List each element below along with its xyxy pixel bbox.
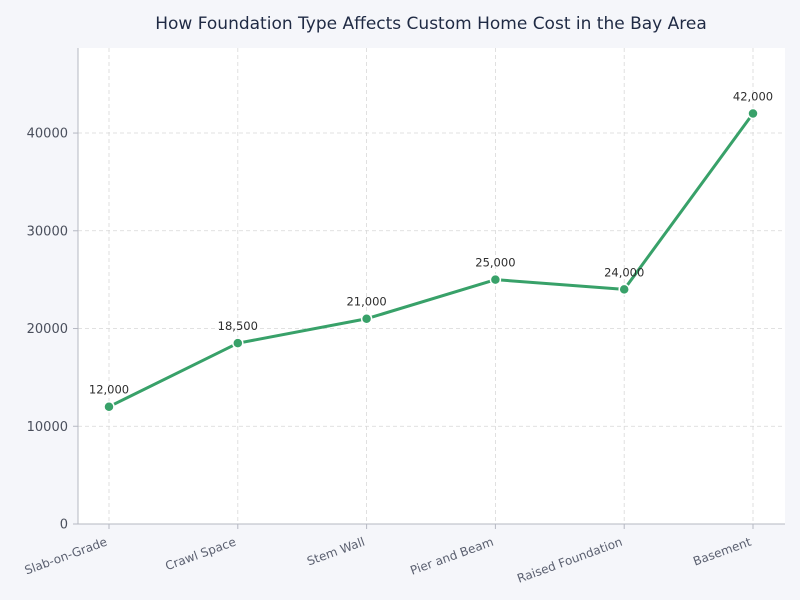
y-tick-label: 0	[60, 518, 68, 533]
series-layer	[103, 107, 759, 413]
data-label: 25,000	[475, 256, 515, 270]
data-point	[618, 283, 630, 296]
x-tick-label: Pier and Beam	[408, 535, 495, 578]
data-point	[360, 312, 373, 325]
data-label: 24,000	[604, 265, 644, 279]
series-line	[107, 111, 755, 409]
y-tick-label: 10000	[27, 420, 68, 435]
data-label: 12,000	[89, 383, 129, 397]
plot-area	[78, 48, 785, 524]
data-label: 18,500	[218, 319, 258, 333]
data-point	[232, 337, 244, 349]
chart-title: How Foundation Type Affects Custom Home …	[155, 14, 707, 34]
x-tick-label: Basement	[691, 535, 753, 569]
data-point	[747, 107, 759, 120]
data-point	[489, 273, 502, 286]
y-tick-label: 20000	[27, 322, 68, 337]
data-label: 42,000	[733, 89, 773, 103]
grid-layer	[78, 48, 785, 524]
data-point	[103, 400, 115, 413]
y-tick-label: 40000	[27, 127, 68, 142]
x-axis-ticks: Slab-on-Grade Crawl Space Stem Wall Pier an…	[23, 524, 754, 586]
y-tick-label: 30000	[27, 224, 68, 239]
y-axis-ticks: 0 10000 20000 30000 40000	[27, 127, 78, 533]
x-tick-label: Slab-on-Grade	[23, 535, 109, 578]
data-label-layer: 12,000 18,500 21,000 25,000 24,000 42,000	[89, 89, 773, 396]
x-tick-label: Stem Wall	[305, 535, 366, 569]
data-label: 21,000	[346, 295, 386, 309]
x-tick-label: Raised Foundation	[515, 535, 624, 586]
x-tick-label: Crawl Space	[163, 535, 238, 574]
